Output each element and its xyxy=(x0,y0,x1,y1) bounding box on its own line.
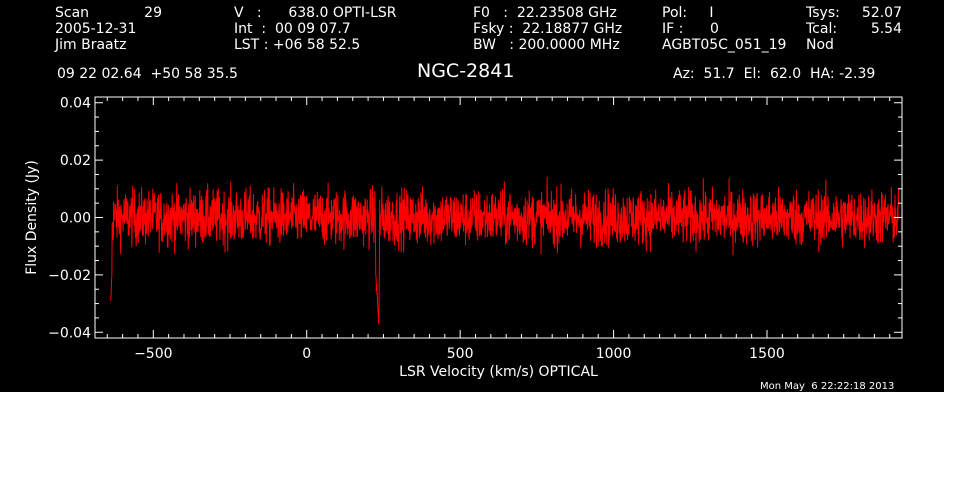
rest-frequency: F0 : 22.23508 GHz xyxy=(473,5,617,21)
tcal-value: 5.54 xyxy=(870,21,902,37)
y-tick-label: −0.04 xyxy=(48,325,91,341)
spectrum-chart: −500 0 500 1000 1500 −0.04 −0.02 0.00 0.02 0.04 L… xyxy=(24,96,903,380)
x-tick-label: 1000 xyxy=(596,346,632,362)
polarization: Pol: I xyxy=(662,5,714,21)
bandwidth: BW : 200.0000 MHz xyxy=(473,37,620,53)
observation-date: 2005-12-31 xyxy=(55,21,137,37)
x-tick-label: 1500 xyxy=(749,346,785,362)
y-tick-label: 0.02 xyxy=(60,153,91,169)
tsys-value: 52.07 xyxy=(861,5,902,21)
chart-title: NGC-2841 xyxy=(417,60,515,82)
y-tick-label: 0.00 xyxy=(60,211,91,227)
source-coordinates: 09 22 02.64 +50 58 35.5 xyxy=(57,66,238,82)
render-timestamp: Mon May 6 22:22:18 2013 xyxy=(760,381,895,392)
velocity-info: V : 638.0 OPTI-LSR xyxy=(234,5,397,21)
x-axis-label: LSR Velocity (km/s) OPTICAL xyxy=(399,364,598,380)
project-id: AGBT05C_051_19 xyxy=(662,37,787,53)
observer-name: Jim Braatz xyxy=(55,37,127,53)
x-tick-label: −500 xyxy=(134,346,172,362)
y-tick-label: 0.04 xyxy=(60,96,91,112)
axis-ticks: −500 0 500 1000 1500 −0.04 −0.02 0.00 0.02 0.04 xyxy=(48,96,902,362)
x-tick-label: 500 xyxy=(447,346,474,362)
spectrum-trace-line xyxy=(109,176,900,325)
scan-label: Scan xyxy=(55,5,90,21)
y-tick-label: −0.02 xyxy=(48,268,91,284)
az-el-ha: Az: 51.7 El: 62.0 HA: -2.39 xyxy=(673,66,876,82)
spectrum-trace-group xyxy=(109,176,900,325)
sky-frequency: Fsky : 22.18877 GHz xyxy=(473,21,623,37)
if-number: IF : 0 xyxy=(662,21,719,37)
integration-time: Int : 00 09 07.7 xyxy=(234,21,351,37)
y-axis-label: Flux Density (Jy) xyxy=(24,160,40,275)
switching-mode: Nod xyxy=(806,37,834,53)
tsys-label: Tsys: xyxy=(806,5,840,21)
scan-number: 29 xyxy=(144,5,162,21)
x-tick-label: 0 xyxy=(302,346,311,362)
lst-info: LST : +06 58 52.5 xyxy=(234,37,361,53)
plot-panel xyxy=(0,0,944,392)
tcal-label: Tcal: xyxy=(806,21,838,37)
